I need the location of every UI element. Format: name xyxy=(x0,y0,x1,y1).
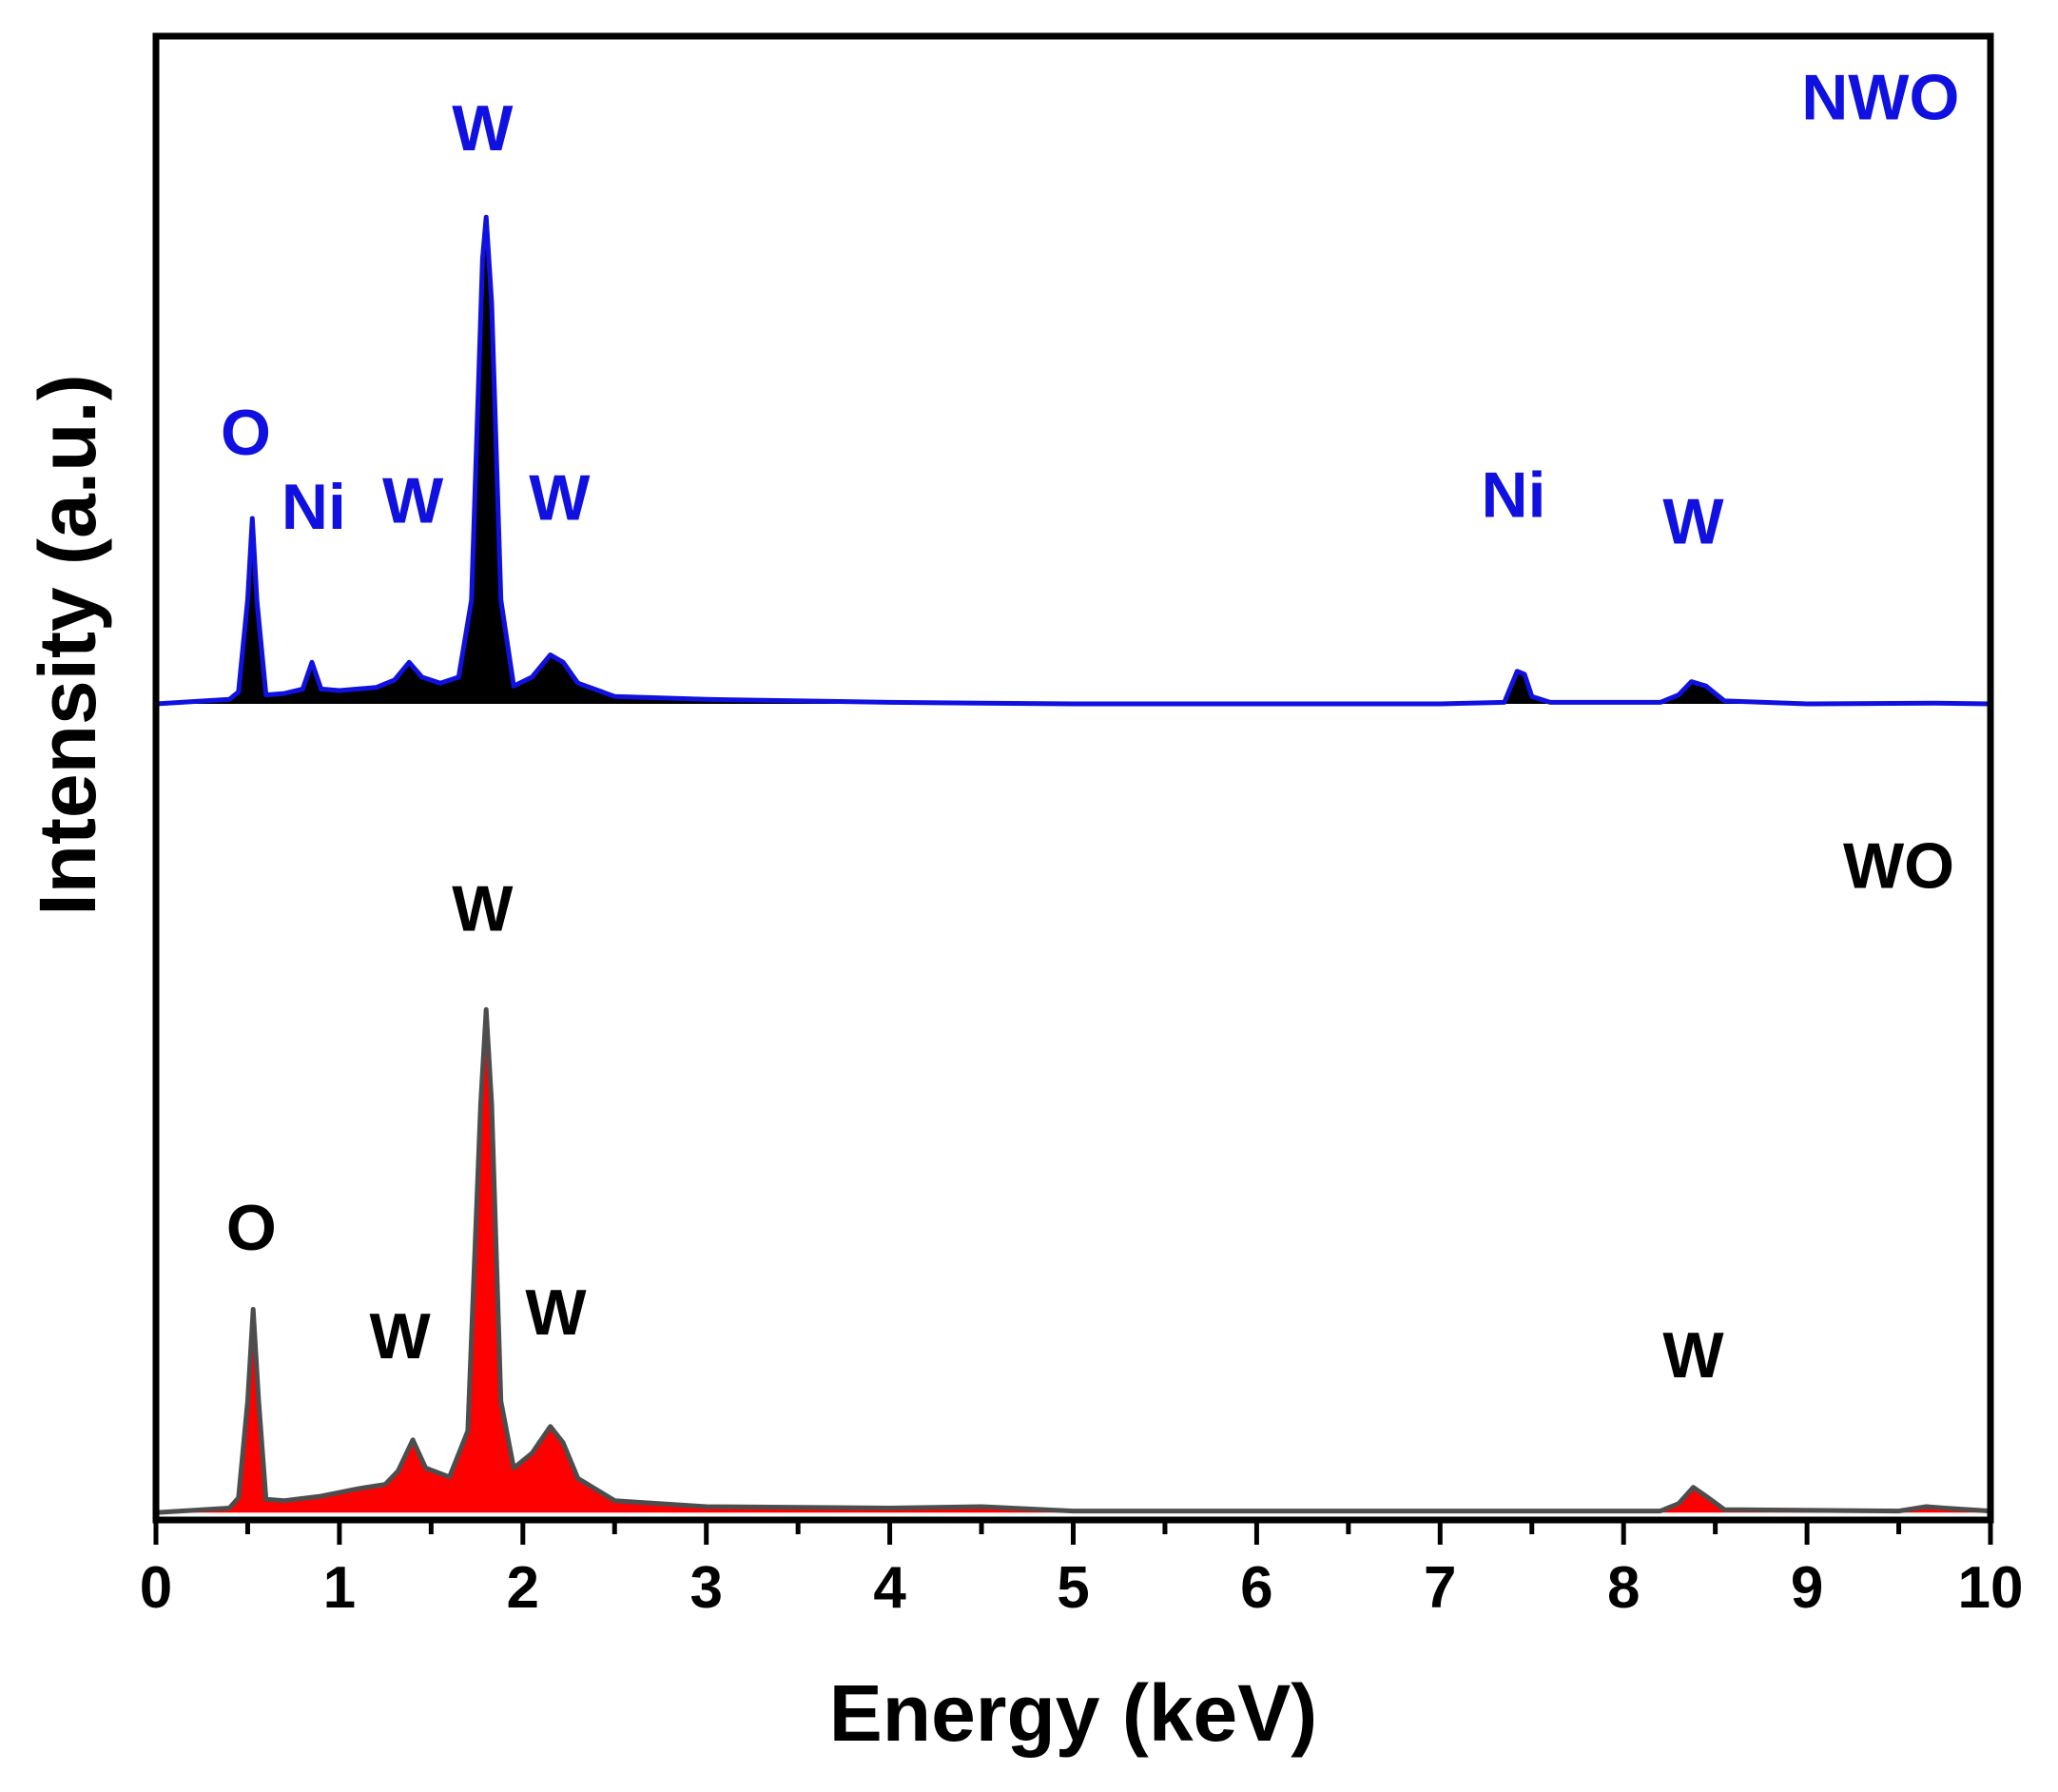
series-wo-line xyxy=(155,1006,1991,1515)
x-tick-label: 8 xyxy=(1607,1555,1640,1621)
series-nwo xyxy=(155,214,1991,707)
x-tick-label: 10 xyxy=(1958,1555,2024,1621)
x-tick-label: 5 xyxy=(1057,1555,1089,1621)
x-tick-label: 0 xyxy=(140,1555,172,1621)
peak-label-wo-1: W xyxy=(370,1300,432,1373)
x-axis-ticks: 0 1 2 3 4 5 6 7 8 9 10 xyxy=(140,1520,2024,1621)
peak-label-nwo-5: Ni xyxy=(1482,458,1546,531)
x-tick-label: 3 xyxy=(689,1555,722,1621)
x-tick-label: 4 xyxy=(873,1555,906,1621)
x-tick-label: 2 xyxy=(507,1555,539,1621)
peak-label-nwo-6: W xyxy=(1662,486,1724,558)
x-tick-label: 1 xyxy=(323,1555,356,1621)
peak-label-nwo-4: W xyxy=(529,462,591,535)
x-tick-label: 7 xyxy=(1424,1555,1456,1621)
series-label-wo: WO xyxy=(1843,829,1954,902)
peak-label-wo-0: O xyxy=(226,1192,277,1264)
peak-label-nwo-1: Ni xyxy=(282,471,346,543)
series-layer xyxy=(155,214,1991,1515)
x-axis-label: Energy (keV) xyxy=(829,1668,1318,1758)
series-wo xyxy=(155,1006,1991,1515)
x-tick-label: 6 xyxy=(1240,1555,1272,1621)
peak-label-nwo-2: W xyxy=(382,465,444,537)
peak-label-wo-2: W xyxy=(452,873,514,945)
x-tick-label: 9 xyxy=(1791,1555,1823,1621)
peak-label-wo-3: W xyxy=(525,1276,587,1349)
y-axis-label: Intensity (a.u.) xyxy=(23,374,112,915)
peak-label-wo-4: W xyxy=(1662,1319,1724,1392)
peak-label-nwo-0: O xyxy=(221,397,271,469)
series-nwo-fill xyxy=(156,217,1990,705)
plot-frame xyxy=(152,32,1994,1524)
series-label-nwo: NWO xyxy=(1801,61,1959,133)
series-nwo-line xyxy=(155,214,1991,707)
peak-label-nwo-3: W xyxy=(452,92,514,165)
series-wo-fill xyxy=(156,1009,1990,1513)
